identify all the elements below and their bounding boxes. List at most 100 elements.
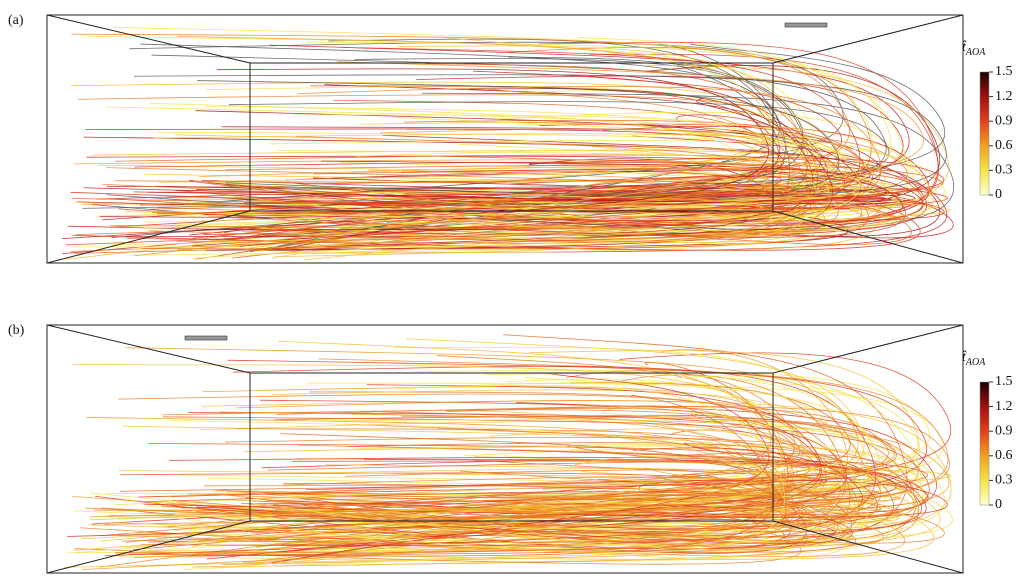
- colorbar-tick-label: 0: [995, 497, 1002, 512]
- streamline: [192, 436, 920, 568]
- colorbar-title: t̂AOA: [962, 350, 986, 368]
- streamline: [73, 419, 924, 532]
- box-edge: [46, 14, 251, 64]
- streamline: [73, 64, 949, 218]
- streamline: [171, 495, 945, 544]
- streamline: [191, 114, 860, 259]
- streamline: [140, 174, 782, 233]
- streamline: [275, 45, 817, 258]
- colorbar: [979, 381, 990, 506]
- streamline: [191, 176, 793, 241]
- colorbar-tick-label: 1.2: [995, 89, 1013, 104]
- colorbar-tick-label: 0.6: [995, 448, 1013, 463]
- inner-box: [249, 62, 774, 212]
- colorbar-tick-label: 0.9: [995, 423, 1013, 438]
- colorbar-title-sub: AOA: [965, 47, 986, 58]
- box-edge: [772, 520, 964, 574]
- box-edge: [46, 210, 251, 264]
- streamline: [312, 146, 880, 251]
- streamline: [178, 474, 767, 531]
- streamline: [187, 469, 824, 495]
- streamline: [163, 384, 785, 553]
- colorbar-tick-label: 1.5: [995, 374, 1013, 389]
- streamline: [129, 394, 775, 557]
- streamline: [106, 167, 804, 230]
- streamline: [171, 407, 800, 498]
- streamline: [153, 133, 934, 232]
- streamline: [294, 477, 929, 546]
- streamline: [120, 472, 852, 548]
- streamline: [253, 169, 904, 224]
- colorbar-tick-label: 1.2: [995, 399, 1013, 414]
- streamline: [200, 458, 913, 515]
- domain-box: [46, 324, 964, 574]
- streamline: [258, 476, 770, 541]
- panel: (a) t̂AOA 1.5 1.2 0.9 0.6 0.3 0: [8, 13, 1013, 264]
- streamline: [234, 186, 770, 215]
- colorbar-title-sub: AOA: [965, 357, 986, 368]
- box-edge: [46, 520, 251, 574]
- streamline: [126, 338, 865, 548]
- colorbar-tick-label: 0: [995, 187, 1002, 202]
- streamline: [143, 479, 948, 518]
- streamline: [187, 442, 894, 557]
- colorbar: [979, 71, 990, 196]
- domain-box: [46, 14, 964, 264]
- streamline: [114, 46, 850, 183]
- streamline: [314, 415, 895, 498]
- box-edge: [772, 324, 964, 374]
- streamline: [70, 85, 882, 252]
- streamline: [89, 456, 781, 521]
- streamline: [257, 169, 826, 237]
- streamline: [83, 187, 891, 210]
- streamline: [133, 74, 947, 197]
- panel: (b) t̂AOA 1.5 1.2 0.9 0.6 0.3 0: [8, 323, 1013, 574]
- streamline: [121, 428, 882, 542]
- streamline: [203, 195, 945, 222]
- streamline: [62, 68, 769, 239]
- streamline: [96, 186, 768, 239]
- inlet: [784, 22, 828, 28]
- inner-box: [249, 372, 774, 522]
- streamline: [144, 134, 874, 229]
- streamline: [116, 491, 800, 562]
- panel-label: (a): [8, 13, 24, 28]
- streamline: [295, 201, 951, 248]
- panel-label: (b): [8, 323, 25, 338]
- streamline: [195, 184, 794, 260]
- streamline: [275, 452, 888, 511]
- streamline: [240, 157, 945, 247]
- streamline: [252, 403, 869, 551]
- streamline: [71, 168, 930, 209]
- streamline: [163, 416, 930, 534]
- colorbar-title: t̂AOA: [962, 40, 986, 58]
- streamline: [130, 150, 861, 227]
- streamline: [136, 419, 786, 546]
- streamline: [106, 92, 955, 230]
- colorbar-tick-label: 0.3: [995, 473, 1013, 488]
- box-edge: [772, 14, 964, 64]
- streamline: [271, 160, 924, 249]
- streamline: [174, 445, 897, 531]
- streamlines: [63, 334, 953, 570]
- colorbar-title-main: t̂: [962, 40, 967, 55]
- streamline: [74, 154, 924, 254]
- streamline: [119, 415, 897, 492]
- streamline: [223, 119, 865, 194]
- streamline: [71, 105, 830, 248]
- streamline: [175, 41, 939, 227]
- colorbar-title-main: t̂: [962, 350, 967, 365]
- box-edge: [46, 324, 251, 374]
- streamline: [197, 80, 840, 205]
- colorbar-tick-label: 1.5: [995, 64, 1013, 79]
- streamline: [311, 133, 889, 255]
- streamline: [159, 37, 771, 183]
- streamline: [246, 442, 927, 564]
- streamline: [212, 498, 900, 569]
- streamline: [118, 470, 919, 544]
- streamline: [266, 495, 875, 528]
- streamline: [89, 507, 798, 534]
- colorbar-tick-label: 0.6: [995, 138, 1013, 153]
- streamline: [196, 101, 890, 190]
